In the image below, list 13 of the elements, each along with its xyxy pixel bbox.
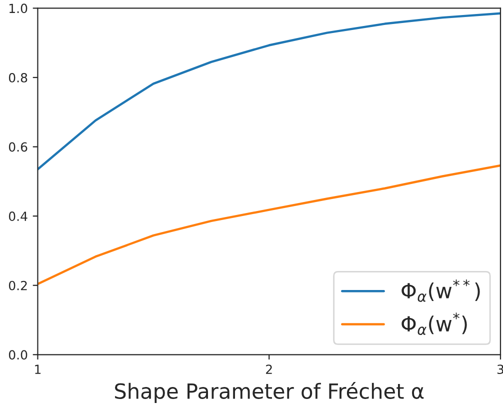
y-tick-label: 0.6 [8, 142, 28, 152]
line-series [38, 12, 500, 170]
y-tick-label: 1.0 [9, 4, 28, 14]
x-tick-label: 2 [266, 364, 272, 374]
x-tick-label: 1 [35, 364, 41, 374]
y-tick-label: 0.8 [8, 72, 28, 82]
y-tick-label: 0.2 [8, 280, 27, 290]
x-tick-label: 3 [497, 364, 503, 374]
y-tick-label: 0.0 [8, 350, 28, 360]
legend-label: Φ$_{α}$(w$^{**}$) [402, 279, 480, 302]
y-tick-label: 0.4 [8, 212, 28, 221]
x-axis-title: Shape Parameter of Fréchet α [115, 382, 424, 404]
legend-label: Φ$_{α}$(w$^{*}$) [402, 312, 467, 336]
